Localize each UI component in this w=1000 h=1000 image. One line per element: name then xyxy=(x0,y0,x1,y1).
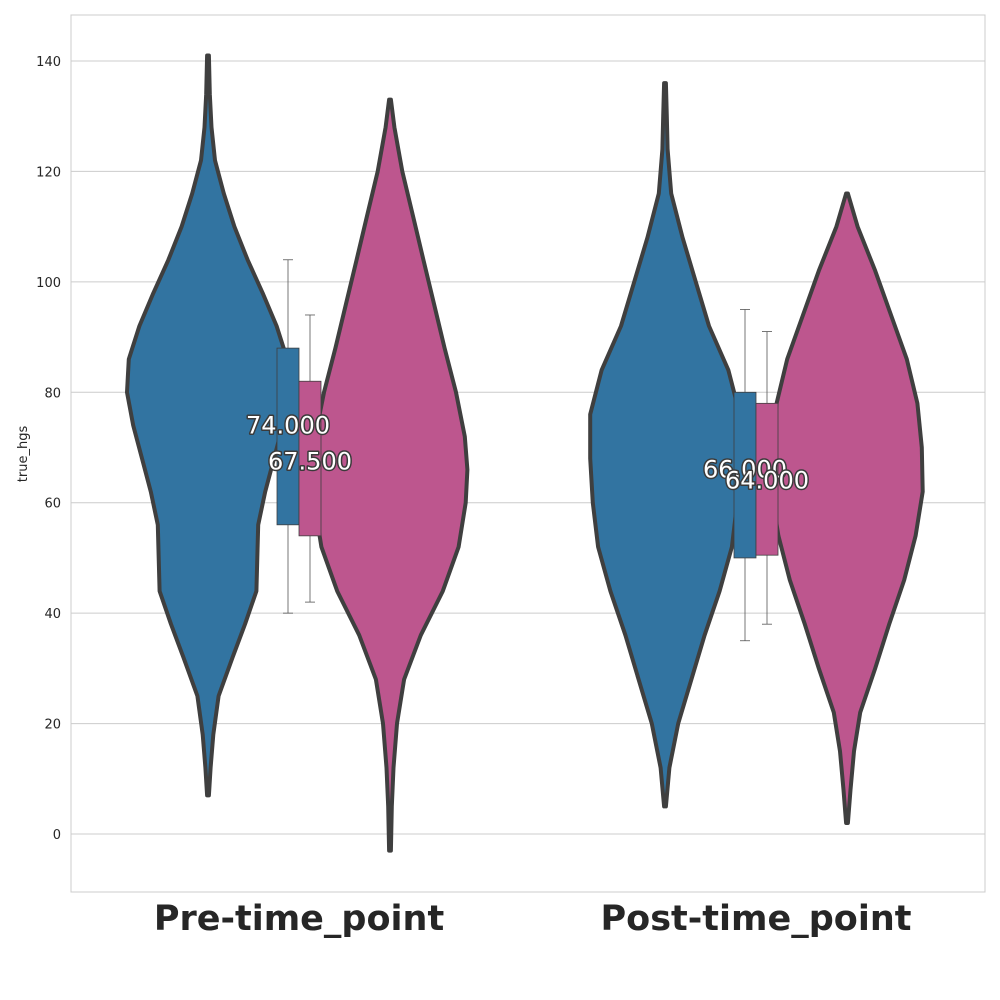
box-iqr xyxy=(298,380,322,537)
x-category-label: Pre-time_point xyxy=(154,899,444,939)
violins xyxy=(125,53,925,853)
boxes xyxy=(276,259,779,642)
median-label: 67.500 xyxy=(268,447,352,475)
violin-shape xyxy=(310,97,470,853)
x-axis-category-labels: Pre-time_point Post-time_point xyxy=(154,899,912,939)
box-iqr xyxy=(755,402,779,556)
median-label: 74.000 xyxy=(246,411,330,439)
y-tick-label: 140 xyxy=(36,55,61,70)
x-category-label: Post-time_point xyxy=(601,899,912,939)
y-axis-ticks: 0 20 40 60 80 100 120 140 xyxy=(36,55,61,843)
y-tick-label: 20 xyxy=(44,718,61,733)
violin-shape xyxy=(769,191,925,825)
y-tick-label: 120 xyxy=(36,165,61,180)
y-tick-label: 80 xyxy=(44,386,61,401)
y-tick-label: 100 xyxy=(36,276,61,291)
y-tick-label: 0 xyxy=(53,828,61,843)
y-tick-label: 40 xyxy=(44,607,61,622)
median-label: 66.000 xyxy=(703,456,787,484)
y-tick-label: 60 xyxy=(44,497,61,512)
y-axis-title: true_hgs xyxy=(16,426,31,483)
median-label: 64.000 xyxy=(725,467,809,495)
violin-shape xyxy=(588,81,742,809)
violin-shape xyxy=(125,53,291,798)
